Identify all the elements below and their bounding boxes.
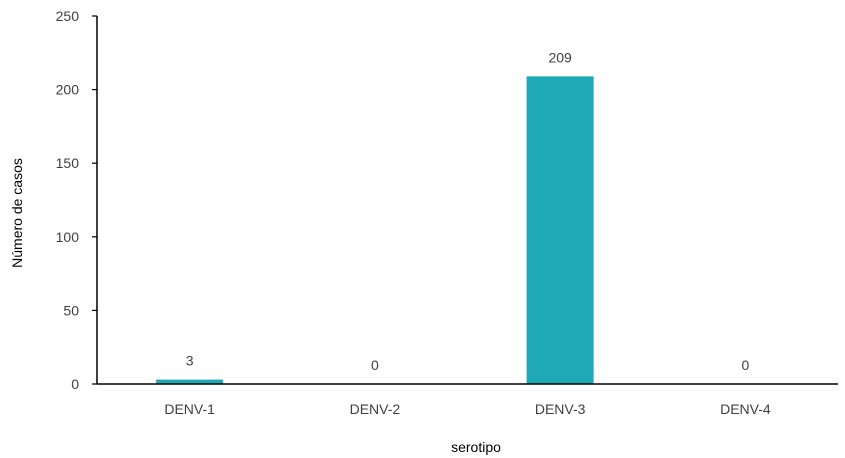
bar-denv-3 (526, 76, 594, 385)
y-tick-label: 150 (56, 155, 80, 171)
data-label-denv-4: 0 (741, 357, 749, 373)
x-tick-label: DENV-3 (535, 401, 586, 417)
bars (156, 76, 594, 385)
x-axis-title: serotipo (451, 439, 501, 455)
x-axis-ticks: DENV-1 DENV-2 DENV-3 DENV-4 (164, 401, 771, 417)
data-label-denv-3: 209 (548, 49, 572, 65)
data-label-denv-1: 3 (186, 353, 194, 369)
x-tick-label: DENV-2 (350, 401, 401, 417)
y-tick-label: 100 (56, 229, 80, 245)
x-tick-label: DENV-4 (720, 401, 771, 417)
y-tick-label: 200 (56, 82, 80, 98)
y-tick-label: 0 (71, 376, 79, 392)
y-tick-label: 50 (63, 302, 79, 318)
bar-denv-1 (156, 379, 224, 384)
y-axis-ticks: 0 50 100 150 200 250 (56, 8, 97, 392)
y-axis-title: Número de casos (9, 158, 25, 268)
y-tick-label: 250 (56, 8, 80, 24)
data-labels: 3 0 209 0 (186, 49, 750, 373)
x-tick-label: DENV-1 (164, 401, 215, 417)
data-label-denv-2: 0 (371, 357, 379, 373)
